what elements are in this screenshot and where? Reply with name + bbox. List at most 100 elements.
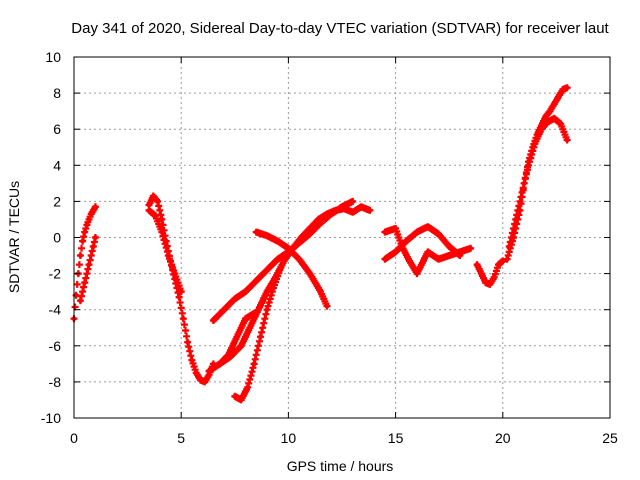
series-arc-12 (473, 257, 507, 288)
x-axis-label: GPS time / hours (287, 458, 394, 474)
data-point (238, 397, 244, 403)
data-point (296, 240, 302, 246)
data-point (468, 245, 473, 251)
data-point (350, 209, 356, 215)
data-points (76, 234, 99, 305)
y-tick-label: -8 (49, 374, 62, 390)
data-point (84, 222, 90, 228)
data-point (275, 256, 281, 262)
data-point (264, 307, 270, 313)
data-point (264, 267, 270, 273)
data-point (539, 126, 544, 132)
data-point (339, 204, 345, 210)
data-point (487, 282, 493, 287)
y-tick-labels: -10 -8 -6 -4 -2 0 2 4 6 8 10 (41, 49, 61, 426)
y-tick-label: -10 (41, 410, 61, 426)
x-tick-label: 5 (177, 430, 185, 446)
data-point (90, 208, 96, 213)
data-point (393, 226, 398, 231)
data-point (436, 231, 441, 237)
data-point (176, 294, 182, 300)
y-tick-label: 6 (53, 121, 61, 137)
y-tick-label: -2 (49, 266, 62, 282)
data-point (491, 274, 497, 280)
data-point (232, 296, 238, 302)
y-tick-label: 10 (45, 49, 61, 65)
x-tick-label: 20 (495, 430, 511, 446)
data-point (564, 85, 570, 91)
data-point (328, 211, 334, 217)
data-point (425, 249, 431, 255)
series-arc-4 (145, 206, 185, 296)
grid (74, 57, 610, 418)
data-point (564, 137, 570, 143)
data-point (286, 245, 291, 251)
x-tick-label: 25 (602, 430, 618, 446)
series-arc-13 (503, 84, 571, 263)
y-tick-label: -6 (49, 338, 62, 354)
data-point (88, 211, 94, 217)
data-point (414, 271, 420, 276)
y-tick-label: 2 (53, 193, 61, 209)
data-point (146, 202, 152, 208)
data-point (73, 292, 79, 298)
data-point (251, 361, 257, 367)
data-point (324, 303, 330, 309)
data-point (189, 357, 195, 363)
data-point (446, 244, 452, 249)
data-point (243, 289, 248, 294)
data-point (271, 285, 276, 291)
data-point (358, 204, 364, 210)
series-arc-14 (505, 114, 571, 250)
data-point (178, 289, 184, 294)
data-point (545, 119, 551, 125)
data-point (226, 352, 231, 358)
data-point (78, 253, 83, 258)
data-point (159, 229, 165, 235)
data-point (275, 238, 281, 244)
x-tick-label: 10 (281, 430, 297, 446)
series-arc-1 (70, 203, 99, 323)
data-point (202, 379, 208, 385)
data-point (193, 370, 199, 376)
data-point (172, 271, 178, 276)
data-point (146, 208, 152, 213)
data-point (307, 271, 313, 276)
data-point (367, 208, 373, 213)
x-tick-label: 15 (388, 430, 404, 446)
data-point (393, 249, 398, 255)
y-tick-label: 8 (53, 85, 61, 101)
data-point (221, 307, 227, 313)
data-point (558, 121, 564, 127)
data-point (513, 217, 519, 222)
series-arc-2 (76, 234, 99, 305)
data-point (82, 229, 88, 235)
data-point (253, 278, 259, 284)
y-axis-label: SDTVAR / TECUs (6, 181, 22, 293)
data-point (543, 114, 549, 119)
data-point (318, 289, 323, 294)
data-point (185, 339, 191, 345)
data-point (238, 343, 244, 349)
data-point (253, 229, 259, 235)
data-point (251, 310, 257, 316)
data-point (93, 204, 98, 210)
series-arc-8 (231, 244, 297, 404)
data-point (318, 220, 323, 226)
data-point (82, 280, 88, 285)
data-point (556, 94, 561, 100)
data-point (90, 244, 96, 249)
data-point (234, 334, 240, 340)
data-point (153, 213, 158, 219)
data-point (551, 101, 557, 107)
x-tick-labels: 0 5 10 15 20 25 (70, 430, 618, 446)
data-point (80, 238, 85, 244)
data-point (414, 229, 420, 235)
axis-ticks (73, 56, 611, 419)
data-series (70, 84, 571, 404)
data-point (382, 256, 388, 262)
data-point (86, 262, 92, 267)
data-point (506, 244, 512, 249)
data-point (547, 108, 553, 114)
